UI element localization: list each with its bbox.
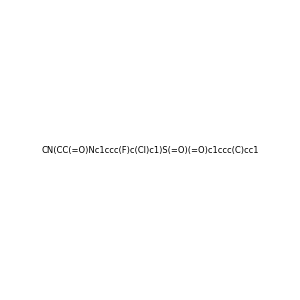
Text: CN(CC(=O)Nc1ccc(F)c(Cl)c1)S(=O)(=O)c1ccc(C)cc1: CN(CC(=O)Nc1ccc(F)c(Cl)c1)S(=O)(=O)c1ccc… (41, 146, 259, 154)
